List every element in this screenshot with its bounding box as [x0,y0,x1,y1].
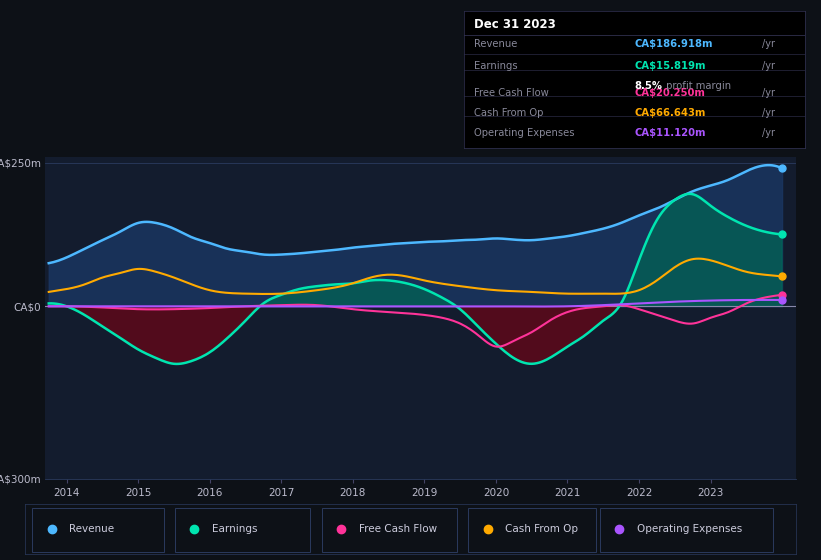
Text: Revenue: Revenue [70,524,114,534]
Text: CA$15.819m: CA$15.819m [635,61,706,71]
Text: Revenue: Revenue [474,39,517,49]
Text: Dec 31 2023: Dec 31 2023 [474,18,556,31]
Text: /yr: /yr [762,88,775,98]
Text: Operating Expenses: Operating Expenses [474,128,575,138]
Text: profit margin: profit margin [663,81,732,91]
Text: Cash From Op: Cash From Op [506,524,579,534]
Text: Cash From Op: Cash From Op [474,108,544,118]
Text: /yr: /yr [762,128,775,138]
Text: CA$66.643m: CA$66.643m [635,108,705,118]
Text: CA$186.918m: CA$186.918m [635,39,713,49]
Text: CA$20.250m: CA$20.250m [635,88,705,98]
Text: CA$11.120m: CA$11.120m [635,128,706,138]
Text: /yr: /yr [762,108,775,118]
Text: Earnings: Earnings [212,524,258,534]
Text: Free Cash Flow: Free Cash Flow [359,524,437,534]
Text: Earnings: Earnings [474,61,518,71]
Text: 8.5%: 8.5% [635,81,663,91]
Text: /yr: /yr [762,61,775,71]
Text: Free Cash Flow: Free Cash Flow [474,88,548,98]
Text: /yr: /yr [762,39,775,49]
Text: Operating Expenses: Operating Expenses [636,524,742,534]
